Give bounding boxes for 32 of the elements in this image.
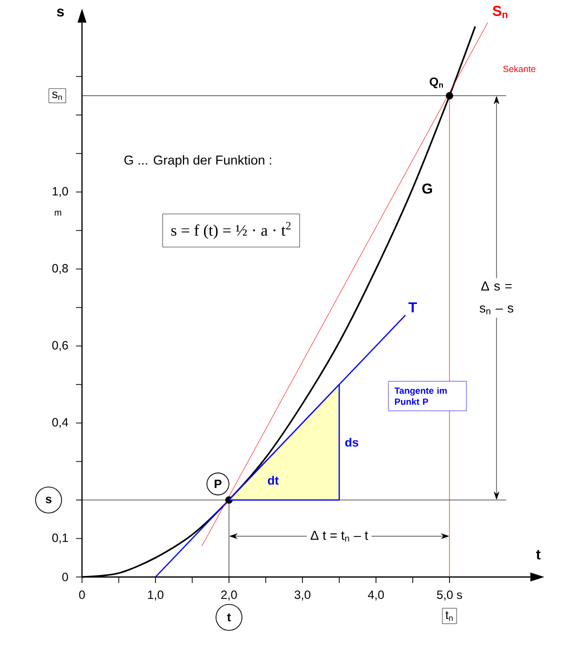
- text: t: [227, 613, 231, 622]
- x-tick-label: 5,0 s: [436, 590, 462, 600]
- x-axis-title: t: [536, 550, 541, 560]
- annotation: Q$_{n}$: [430, 77, 443, 88]
- annotation: P: [214, 480, 222, 488]
- series-label: S$_{n}$: [492, 6, 508, 18]
- series-label: T: [408, 302, 417, 312]
- annotation: Δ t = t$_{n}$ – t: [310, 530, 368, 542]
- text: t$_{n}$: [446, 611, 453, 621]
- annotation: Δ s = s$_{n}$ – s: [480, 282, 514, 314]
- x-tick-label: 4,0: [368, 590, 384, 600]
- y-tick-label: 1,0: [52, 187, 68, 197]
- x-tick-label: 0: [79, 590, 85, 600]
- annotation: s$_{n}$: [52, 92, 62, 100]
- annotation: ds: [345, 438, 358, 447]
- y-axis-title: s: [56, 8, 64, 17]
- annotation: s: [46, 496, 52, 504]
- series-label: G: [422, 183, 432, 194]
- annotation: Sekante: [503, 65, 536, 72]
- y-tick-label: 0,8: [52, 264, 68, 274]
- x-tick-label: 2,0: [221, 590, 237, 600]
- y-tick-label: 0,4: [52, 418, 68, 428]
- y-tick-label: 0,1: [52, 534, 68, 544]
- text: m: [54, 210, 62, 216]
- y-tick-label: 0: [62, 572, 68, 582]
- annotation: G ... Graph der Funktion :: [124, 155, 272, 168]
- annotation: Tangente im Punkt P: [394, 387, 447, 405]
- annotation: dt: [268, 476, 279, 485]
- y-tick-label: 0,6: [52, 341, 68, 351]
- annotation: s = f (t) = ½ · a · t$^{2}$: [171, 222, 291, 240]
- x-tick-label: 3,0: [294, 590, 310, 600]
- x-tick-label: 1,0: [148, 590, 164, 600]
